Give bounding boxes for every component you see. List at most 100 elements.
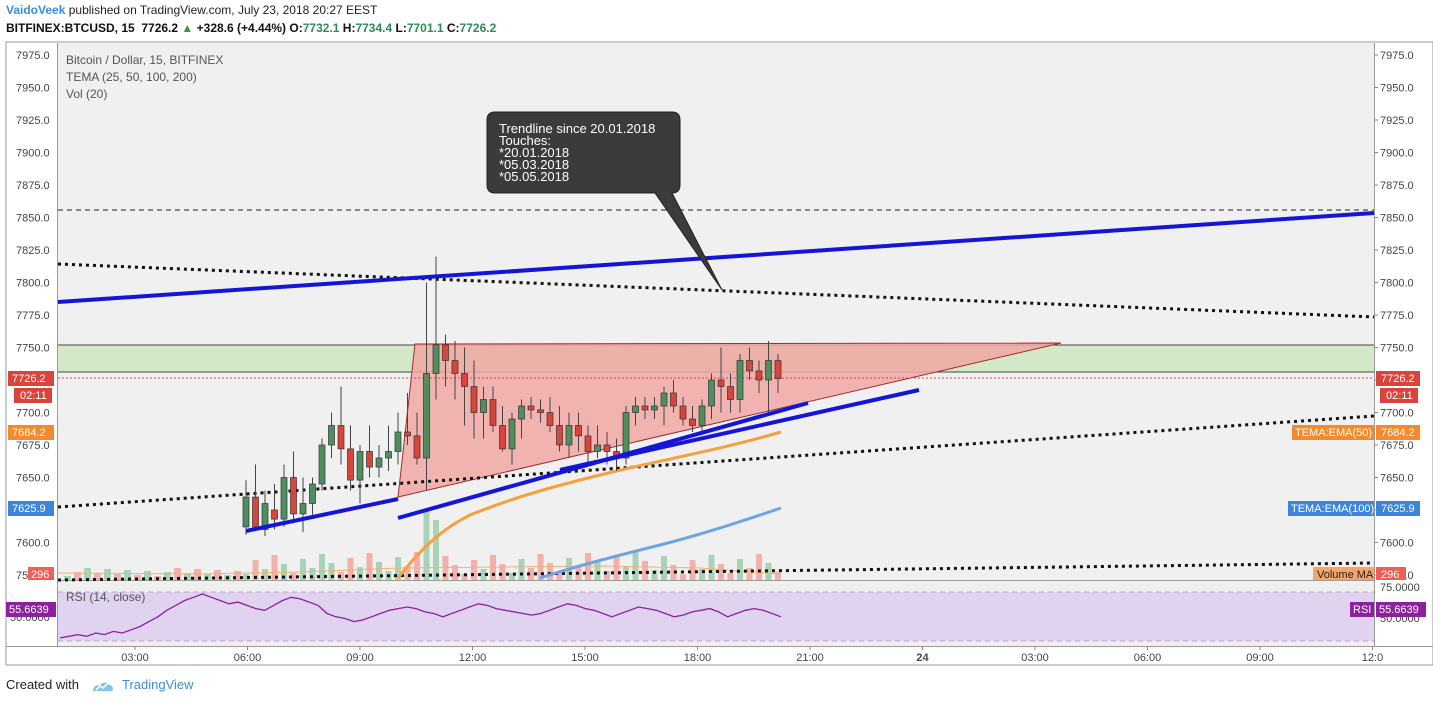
candle [442, 334, 449, 387]
volume-bar [84, 568, 91, 580]
volume-bar [144, 571, 151, 580]
open-value: 7732.1 [302, 21, 340, 35]
candle [328, 412, 335, 458]
volume-badge-left-text: 296 [31, 569, 49, 581]
candle [432, 256, 440, 400]
legend-title: Bitcoin / Dollar, 15, BITFINEX [66, 53, 223, 67]
volume-bar [661, 556, 667, 580]
rsi-badge-right-text: 55.6639 [1379, 604, 1419, 616]
ema50-badge-right-text: 7684.2 [1381, 427, 1415, 439]
volume-bar [775, 572, 781, 580]
candle [318, 438, 326, 491]
volume-bar [319, 554, 325, 580]
price-tick-label: 7600.0 [1380, 538, 1414, 550]
volume-bar [194, 569, 201, 580]
rsi-label-badge [1350, 602, 1374, 617]
price-tick-label: 7775.0 [1380, 310, 1414, 322]
ema100-curve [539, 506, 782, 580]
volume-bar [328, 563, 335, 580]
volume-bar [518, 559, 525, 580]
volume-bar [347, 558, 354, 580]
volume-bar [509, 573, 515, 580]
volume-bar [642, 561, 648, 580]
tradingview-brand-link[interactable]: TradingView [122, 677, 194, 692]
candle [508, 412, 516, 465]
volume-bar [499, 564, 506, 580]
ema100-label-badge [1288, 501, 1374, 516]
time-axis[interactable]: 03:00 06:00 09:00 12:00 15:00 18:00 21:00 24 03:… [121, 646, 1383, 664]
low-label: L: [395, 21, 407, 35]
volume-bar [300, 559, 306, 580]
support-trendline-3 [559, 388, 920, 472]
volume-bar [737, 559, 743, 580]
candle [556, 406, 563, 452]
candle [366, 425, 373, 478]
rsi-label-text: RSI [1353, 604, 1371, 616]
open-label: O: [289, 21, 303, 35]
symbol-label: BITFINEX:BTCUSD, 15 [6, 21, 135, 35]
candle [347, 425, 354, 491]
candle [584, 425, 592, 465]
volume-bar [528, 568, 534, 580]
rsi-line [59, 593, 782, 639]
volume-bar [184, 573, 191, 580]
candle [575, 412, 582, 452]
volume-bar [262, 569, 268, 580]
price-tick-label: 7700.0 [1380, 408, 1414, 420]
volume-bar [480, 569, 487, 580]
volume-bar [104, 569, 111, 580]
volume-bar [64, 576, 71, 580]
time-tick-label: 03:00 [1021, 652, 1049, 664]
countdown-badge-right [1380, 388, 1418, 403]
volume-bar [689, 560, 696, 580]
rsi-badge-left-text: 55.6639 [9, 604, 49, 616]
volume-bar [594, 562, 601, 580]
candles [242, 256, 782, 536]
candle [518, 399, 525, 439]
volume-bar [376, 562, 382, 580]
ema100-badge-right [1376, 501, 1420, 516]
volume-ma-line [57, 565, 781, 575]
volume-bar [124, 570, 131, 580]
volume-bar [746, 568, 753, 580]
ema50-badge-right [1376, 425, 1420, 440]
last-price-badge-right-text: 7726.2 [1381, 373, 1415, 385]
dotted-upper-trendline [57, 262, 1375, 319]
countdown-badge-right-text: 02:11 [1386, 390, 1413, 402]
close-label: C: [446, 21, 460, 35]
volume-bar [471, 560, 477, 580]
high-value: 7734.4 [355, 21, 393, 35]
candle [708, 373, 715, 419]
price-tick-label: 7825.0 [1380, 245, 1414, 257]
candle [280, 464, 288, 527]
volume-bar [433, 520, 439, 580]
long-term-trendline [57, 211, 1375, 304]
volume-badge-right-text: 296 [1381, 569, 1399, 581]
candle [489, 386, 497, 432]
candle [632, 396, 639, 426]
created-with-label: Created with [6, 677, 79, 692]
price-tick-label: 7850.0 [1380, 213, 1414, 225]
rsi-tick-label: 75.0000 [1380, 582, 1420, 594]
close-value: 7726.2 [459, 21, 497, 35]
change-up-icon: ▲ [181, 21, 194, 35]
candle [423, 282, 430, 491]
last-price-badge-left [8, 371, 54, 386]
volume-bar [114, 574, 121, 580]
author-link[interactable]: VaidoVeek [6, 3, 66, 17]
dotted-bottom-trendline [57, 561, 1375, 582]
price-tick-label: 7900.0 [1380, 148, 1414, 160]
countdown-badge-left-text: 02:11 [20, 390, 47, 402]
triangle-pattern [397, 342, 1062, 498]
volume-bar [632, 552, 639, 580]
price-tick-label: 7925.0 [1380, 115, 1414, 127]
ema50-curve [396, 430, 782, 579]
candle [746, 347, 753, 380]
price-tick-label: 7600.0 [16, 538, 50, 550]
callout-line-2: Touches: [499, 133, 551, 148]
tradingview-logo-icon[interactable] [91, 679, 115, 693]
volume-bar [547, 563, 553, 580]
legend-rsi: RSI (14, close) [66, 590, 145, 604]
last-price-badge-right [1376, 371, 1420, 386]
